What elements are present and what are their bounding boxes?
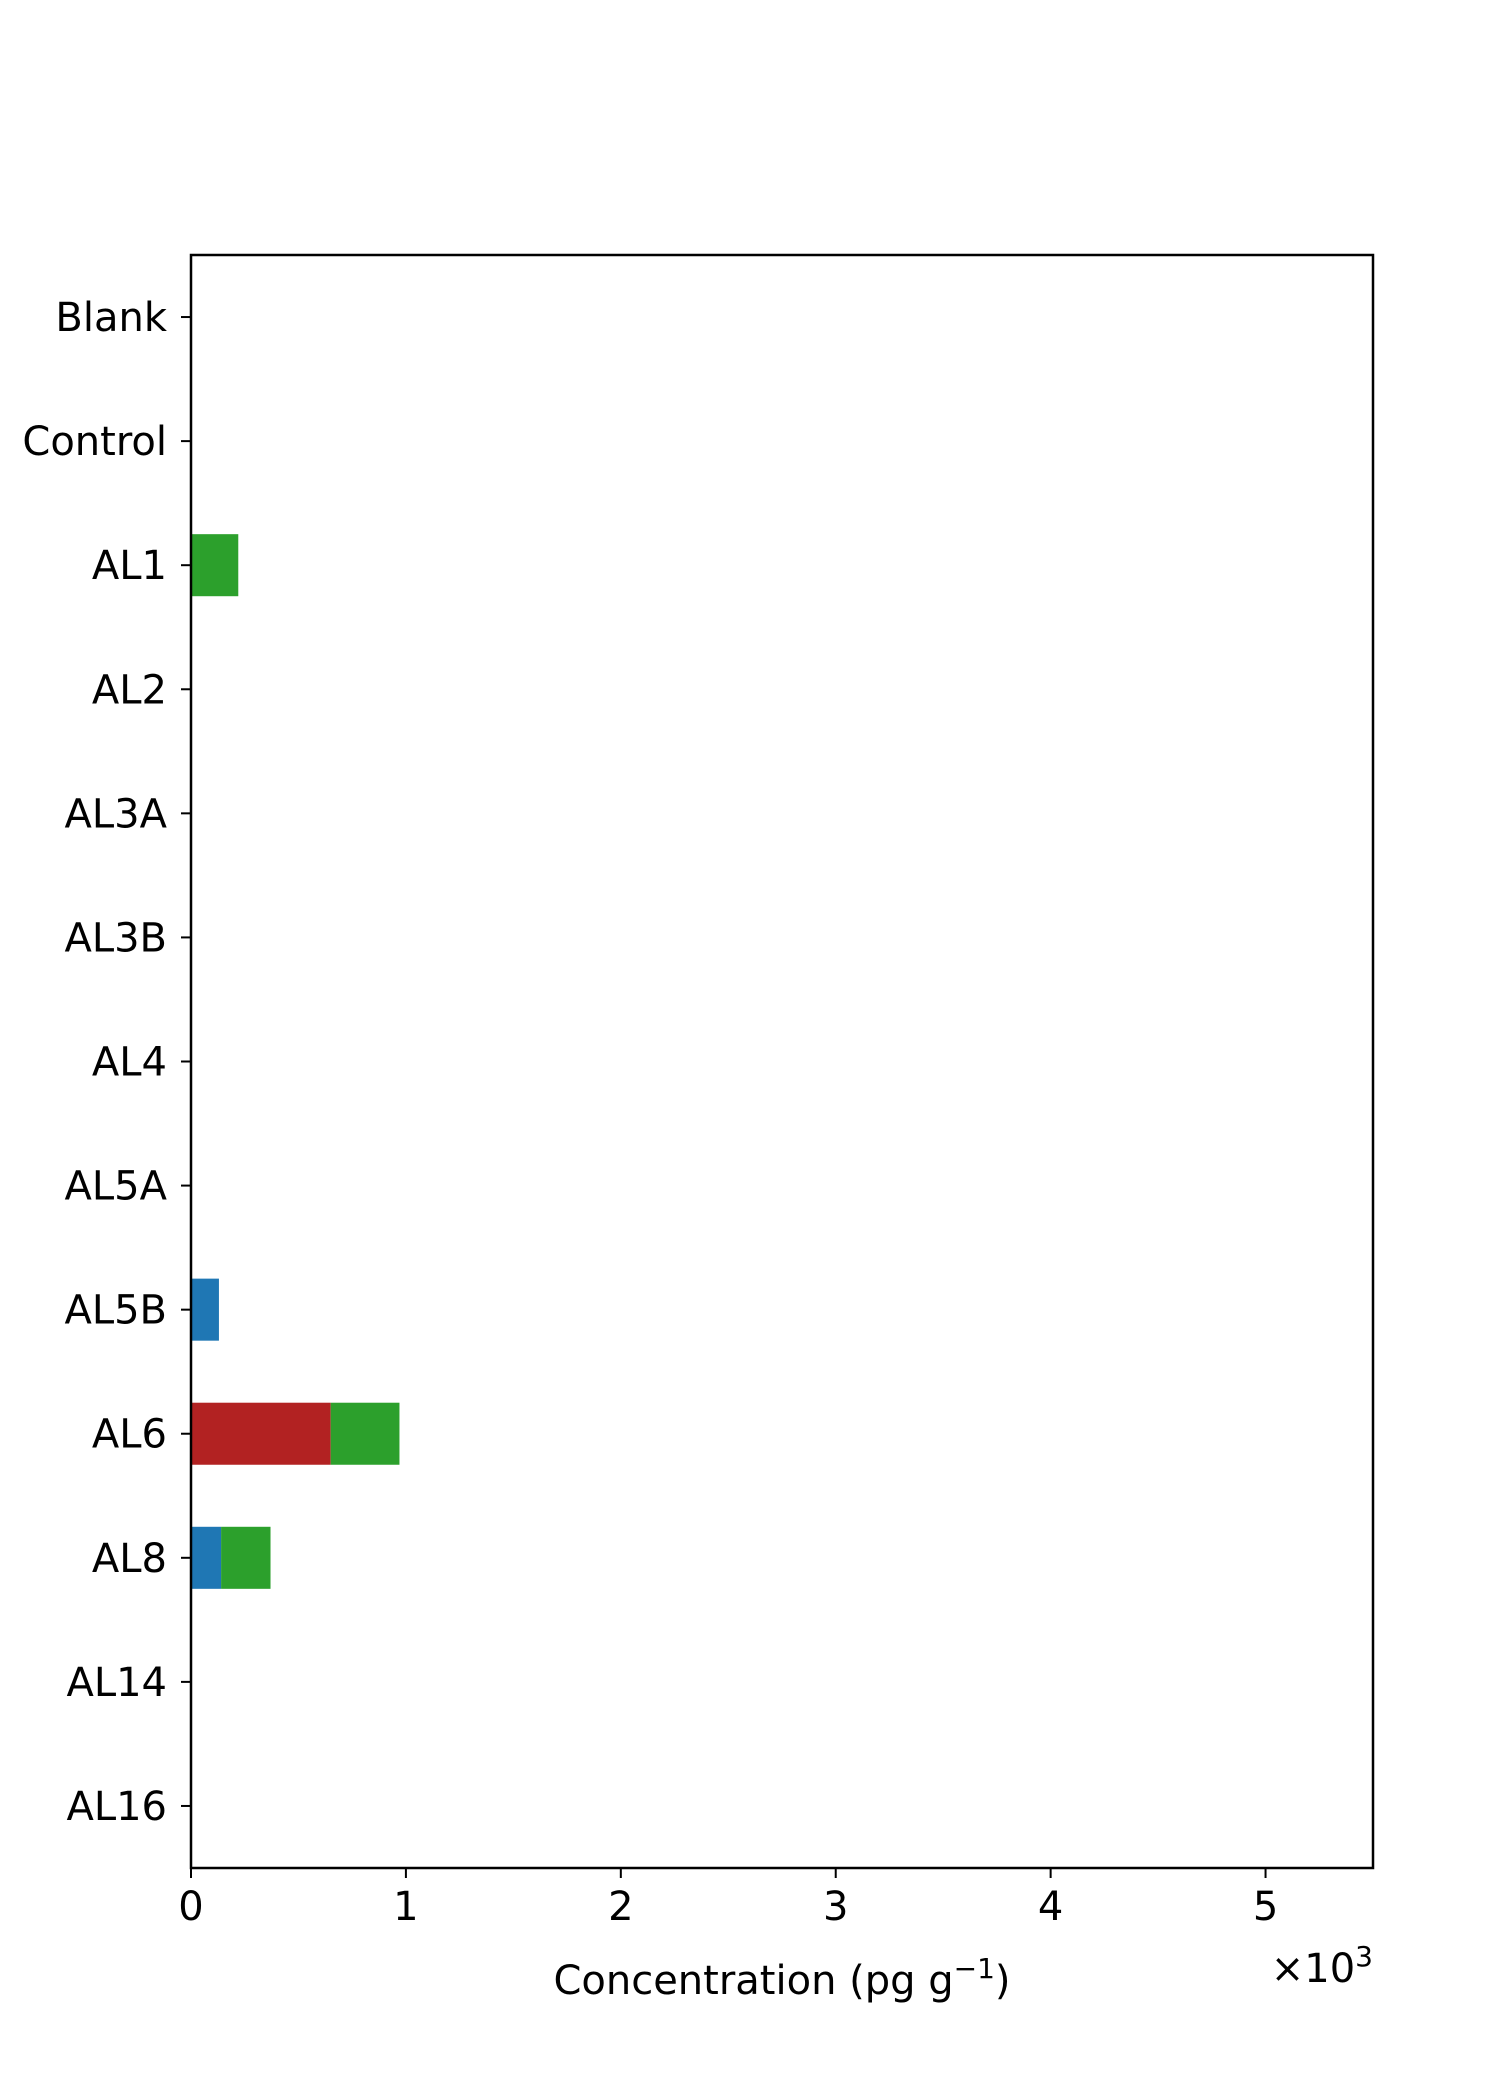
y-tick-label-al6: AL6 <box>92 1412 167 1458</box>
y-tick-label-al14: AL14 <box>66 1660 167 1706</box>
y-tick-label-control: Control <box>22 419 167 465</box>
x-tick-label-5: 5 <box>1253 1884 1278 1930</box>
bar-al6-series-3 <box>330 1402 400 1465</box>
y-tick-label-al4: AL4 <box>92 1040 167 1086</box>
x-axis-label-prefix: Concentration (pg g <box>553 1958 953 2004</box>
bars-group <box>191 534 400 1589</box>
y-tick-label-al5a: AL5A <box>65 1164 168 1210</box>
x-axis-multiplier-exponent: 3 <box>1355 1940 1373 1973</box>
y-tick-label-al5b: AL5B <box>64 1288 167 1334</box>
y-tick-label-al16: AL16 <box>66 1784 167 1830</box>
x-tick-label-4: 4 <box>1038 1884 1063 1930</box>
y-tick-label-al2: AL2 <box>92 667 167 713</box>
x-axis-multiplier: ×103 <box>1271 1940 1373 1992</box>
x-axis-multiplier-base: ×10 <box>1271 1946 1355 1992</box>
bar-al1-series-3 <box>191 534 239 597</box>
x-axis: 0 1 2 3 4 5 <box>178 1868 1278 1930</box>
x-tick-label-1: 1 <box>393 1884 418 1930</box>
bar-al6-series-2 <box>191 1402 331 1465</box>
y-tick-label-al3a: AL3A <box>65 791 168 837</box>
x-axis-label-suffix: ) <box>995 1958 1011 2004</box>
plot-frame <box>189 253 1375 1870</box>
x-axis-label-superscript: −1 <box>954 1952 995 1985</box>
y-tick-label-al8: AL8 <box>92 1536 167 1582</box>
y-tick-label-al1: AL1 <box>92 543 167 589</box>
bar-al8-series-1 <box>191 1526 222 1589</box>
y-tick-label-blank: Blank <box>55 295 167 341</box>
x-tick-label-0: 0 <box>178 1884 203 1930</box>
y-axis: Blank Control AL1 AL2 AL3A AL3B AL4 AL5A AL5B AL6… <box>22 295 191 1830</box>
x-tick-label-3: 3 <box>823 1884 848 1930</box>
x-axis-label: Concentration (pg g−1) <box>553 1952 1010 2004</box>
bar-al8-series-3 <box>221 1526 271 1589</box>
y-tick-label-al3b: AL3B <box>64 915 167 961</box>
bar-al5b-series-1 <box>191 1278 219 1341</box>
x-tick-label-2: 2 <box>608 1884 633 1930</box>
